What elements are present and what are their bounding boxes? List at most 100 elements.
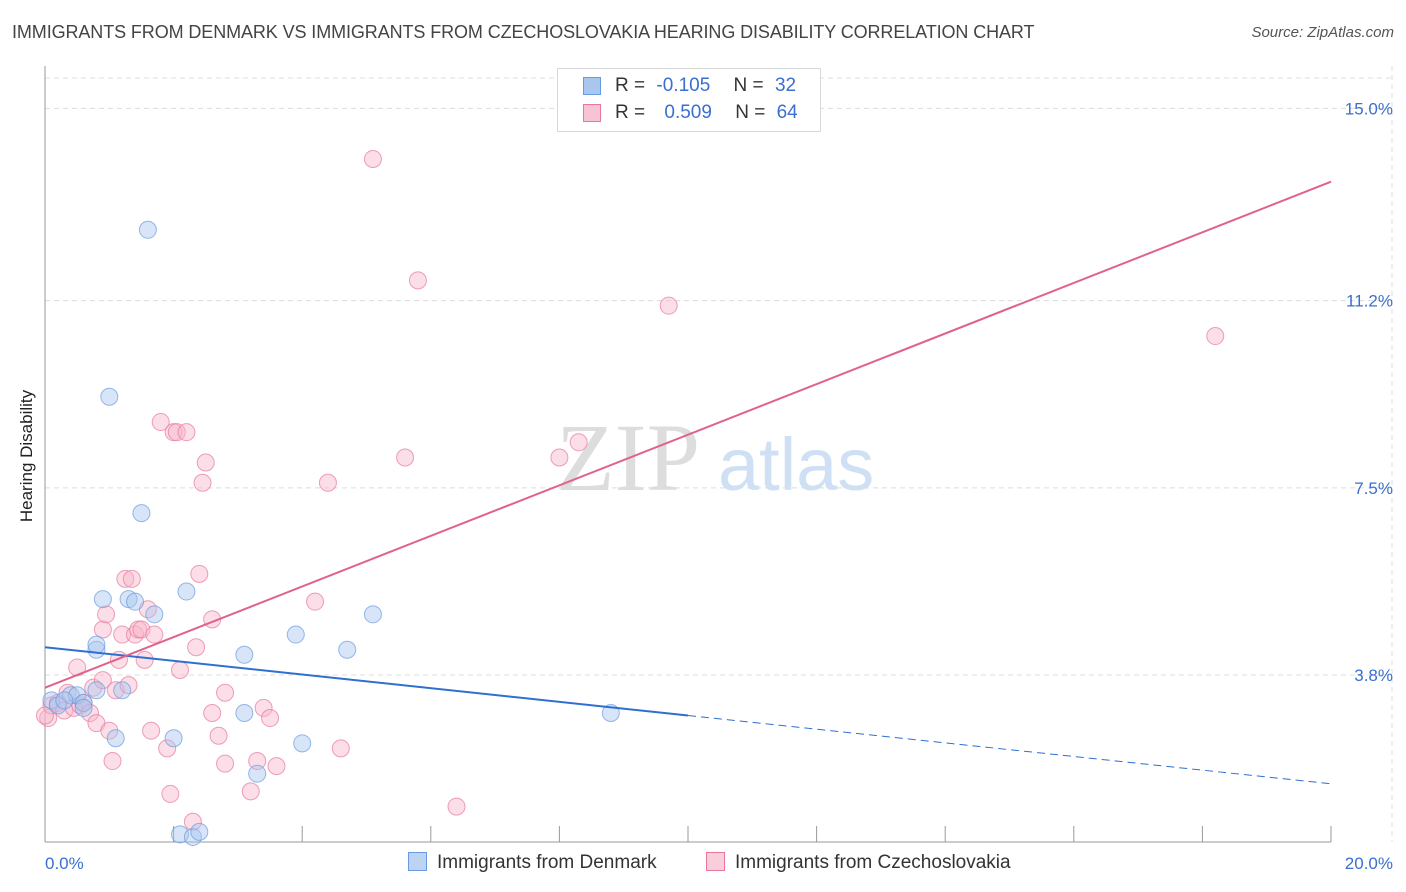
point-czechoslovakia <box>331 739 350 758</box>
y-tick-label: 7.5% <box>1354 479 1393 498</box>
trend-lines <box>44 180 1332 785</box>
point-czechoslovakia <box>113 625 132 644</box>
n-value: 32 <box>774 75 797 96</box>
point-czechoslovakia <box>71 696 90 715</box>
point-czechoslovakia <box>187 638 206 657</box>
point-czechoslovakia <box>241 782 260 801</box>
point-czechoslovakia <box>122 569 141 588</box>
series-denmark-points <box>42 220 620 846</box>
point-czechoslovakia <box>447 797 466 816</box>
legend-item-czechoslovakia: Immigrants from Czechoslovakia <box>706 852 1011 874</box>
axes <box>44 66 1332 843</box>
point-denmark <box>113 681 132 700</box>
point-czechoslovakia <box>36 706 54 725</box>
point-czechoslovakia <box>135 650 154 669</box>
y-tick-label: 15.0% <box>1345 99 1393 118</box>
point-czechoslovakia <box>190 564 209 583</box>
point-czechoslovakia <box>306 592 325 611</box>
point-czechoslovakia <box>550 448 569 467</box>
point-czechoslovakia <box>93 620 112 639</box>
point-czechoslovakia <box>1206 327 1225 346</box>
point-czechoslovakia <box>158 739 177 758</box>
point-czechoslovakia <box>209 726 228 745</box>
point-denmark <box>145 605 164 624</box>
point-denmark <box>177 582 196 601</box>
point-czechoslovakia <box>97 605 116 624</box>
point-denmark <box>100 387 119 406</box>
point-czechoslovakia <box>100 721 119 740</box>
watermark-atlas: atlas <box>718 423 874 506</box>
trend-line-denmark <box>44 646 689 717</box>
trend-line-denmark-extension <box>687 715 1332 785</box>
point-czechoslovakia <box>177 423 196 442</box>
y-tick-label: 11.2% <box>1346 292 1393 311</box>
point-denmark <box>138 220 157 239</box>
n-label: N = <box>733 75 764 96</box>
trend-line-czechoslovakia <box>44 180 1332 689</box>
point-czechoslovakia <box>171 660 190 679</box>
legend-swatch-czechoslovakia <box>583 104 601 122</box>
point-czechoslovakia <box>659 296 678 315</box>
point-denmark <box>87 681 106 700</box>
y-tick-label: 3.8% <box>1354 666 1393 685</box>
n-value: 64 <box>776 102 798 123</box>
n-label: N = <box>735 102 766 123</box>
point-czechoslovakia <box>363 149 382 168</box>
point-czechoslovakia <box>93 671 112 690</box>
point-czechoslovakia <box>167 423 186 442</box>
source-label: Source: ZipAtlas.com <box>1251 24 1394 41</box>
point-czechoslovakia <box>103 752 122 771</box>
point-denmark <box>74 693 93 712</box>
legend-label-denmark: Immigrants from Denmark <box>437 852 657 873</box>
point-czechoslovakia <box>216 754 235 773</box>
x-tick-labels: 0.0% 20.0% <box>45 854 1393 873</box>
point-czechoslovakia <box>261 709 280 728</box>
point-denmark <box>286 625 305 644</box>
r-label: R = <box>615 102 646 123</box>
point-czechoslovakia <box>267 757 286 776</box>
x-tick-label: 0.0% <box>45 854 84 873</box>
point-denmark <box>87 635 106 654</box>
point-denmark <box>164 729 183 748</box>
y-tick-labels: 3.8% 7.5% 11.2% 15.0% <box>1345 99 1393 685</box>
r-value: 0.509 <box>664 102 712 123</box>
point-denmark <box>126 592 145 611</box>
point-denmark <box>93 590 112 609</box>
legend-item-denmark: Immigrants from Denmark <box>408 852 657 874</box>
point-denmark <box>338 640 357 659</box>
legend-label-czechoslovakia: Immigrants from Czechoslovakia <box>735 852 1011 873</box>
point-denmark <box>235 645 254 664</box>
point-denmark <box>132 504 151 523</box>
point-czechoslovakia <box>116 569 135 588</box>
x-tick-label: 20.0% <box>1345 854 1393 873</box>
point-czechoslovakia <box>396 448 415 467</box>
point-czechoslovakia <box>248 752 267 771</box>
point-denmark <box>55 691 74 710</box>
chart-title: IMMIGRANTS FROM DENMARK VS IMMIGRANTS FR… <box>12 22 1035 42</box>
point-czechoslovakia <box>145 625 164 644</box>
gridlines <box>45 66 1393 842</box>
point-denmark <box>74 698 93 717</box>
point-denmark <box>106 729 125 748</box>
r-value: -0.105 <box>656 75 711 96</box>
point-denmark <box>248 764 267 783</box>
legend-swatch-denmark <box>408 852 427 871</box>
point-czechoslovakia <box>203 703 222 722</box>
point-czechoslovakia <box>151 413 170 432</box>
point-czechoslovakia <box>142 721 161 740</box>
point-denmark <box>235 703 254 722</box>
point-czechoslovakia <box>216 683 235 702</box>
point-czechoslovakia <box>318 473 337 492</box>
legend-swatch-czechoslovakia <box>706 852 725 871</box>
correlation-legend: R = -0.105 N = 32 R = 0.509 N = 64 <box>557 68 821 132</box>
r-label: R = <box>615 75 646 96</box>
y-axis-label: Hearing Disability <box>17 389 36 523</box>
legend-swatch-denmark <box>583 77 601 95</box>
point-czechoslovakia <box>161 784 180 803</box>
watermark: ZIP atlas <box>556 404 874 511</box>
point-czechoslovakia <box>408 271 427 290</box>
point-czechoslovakia <box>193 473 212 492</box>
point-denmark <box>293 734 312 753</box>
point-czechoslovakia <box>254 698 273 717</box>
